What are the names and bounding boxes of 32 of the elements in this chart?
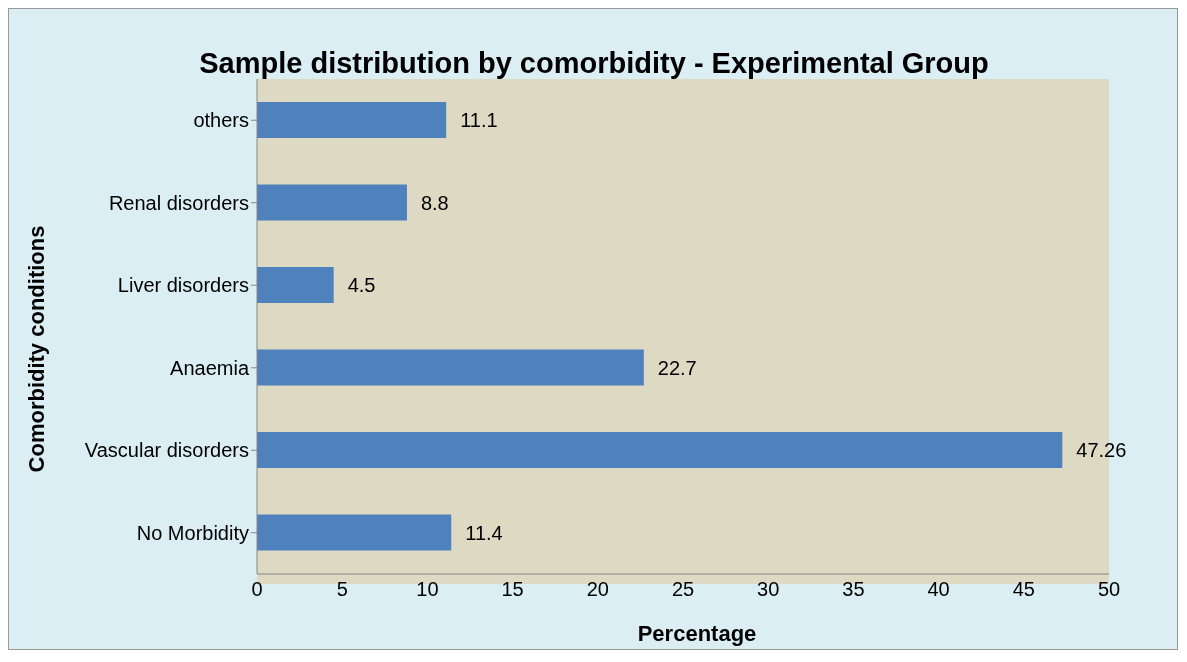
chart-title: Sample distribution by comorbidity - Experimental Group bbox=[198, 47, 990, 80]
data-label: 11.4 bbox=[465, 521, 503, 544]
x-tick-label: 0 bbox=[251, 578, 263, 601]
y-tick-label: Liver disorders bbox=[117, 274, 249, 297]
x-tick-label: 50 bbox=[1097, 578, 1121, 601]
data-label: 11.1 bbox=[460, 109, 498, 132]
y-tick-label: Anaemia bbox=[170, 356, 250, 379]
data-label: 8.8 bbox=[420, 191, 449, 214]
x-axis-title: Percentage bbox=[636, 621, 758, 647]
x-tick-label: 20 bbox=[586, 578, 609, 601]
bar bbox=[257, 184, 407, 221]
data-label: 47.26 bbox=[1076, 439, 1127, 462]
y-tick-label: others bbox=[193, 109, 249, 132]
x-tick-label: 30 bbox=[757, 578, 780, 601]
y-tick-label: No Morbidity bbox=[136, 521, 249, 544]
bar bbox=[257, 102, 447, 138]
bar bbox=[257, 349, 644, 386]
x-tick-label: 15 bbox=[501, 578, 524, 601]
x-tick-label: 45 bbox=[1012, 578, 1035, 601]
y-tick-label: Vascular disorders bbox=[84, 439, 249, 462]
x-tick-label: 10 bbox=[416, 578, 439, 601]
data-label: 22.7 bbox=[657, 356, 697, 379]
y-axis-title: Comorbidity conditions bbox=[24, 225, 50, 473]
x-tick-label: 40 bbox=[927, 578, 950, 601]
x-tick-label: 5 bbox=[336, 578, 348, 601]
x-tick-label: 35 bbox=[842, 578, 865, 601]
bar bbox=[257, 514, 452, 551]
x-tick-label: 25 bbox=[671, 578, 695, 601]
y-tick-label: Renal disorders bbox=[108, 191, 249, 214]
data-label: 4.5 bbox=[347, 274, 376, 297]
bar bbox=[257, 267, 334, 303]
bar bbox=[257, 432, 1063, 468]
